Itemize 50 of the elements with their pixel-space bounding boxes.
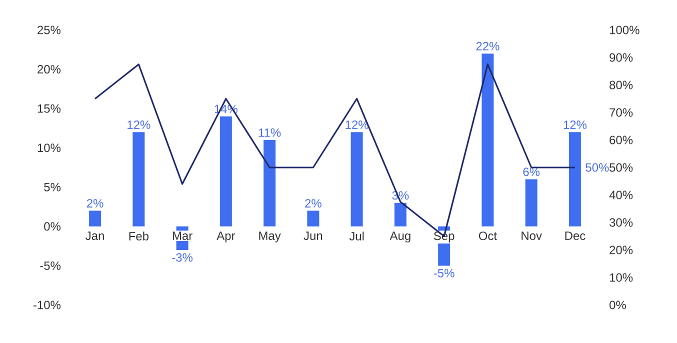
x-tick-label: May [259, 232, 281, 242]
bar [525, 179, 538, 226]
x-tick-label: Jun [304, 232, 322, 240]
y2-tick-label: 40% [609, 190, 633, 200]
data-label: -5% [434, 268, 454, 278]
data-label: -3% [172, 253, 193, 262]
data-label: 11% [258, 128, 281, 137]
data-label: 12% [128, 120, 150, 129]
x-tick-label: Nov [522, 232, 542, 240]
y-tick-label: -10% [33, 300, 61, 310]
data-label: 12% [564, 120, 587, 129]
y-tick-label: 5% [44, 182, 61, 192]
y2-tick-label: 0% [610, 300, 626, 310]
x-tick-label: Jan [86, 232, 104, 240]
bar [220, 116, 232, 226]
y2-tick-label: 30% [609, 218, 633, 227]
data-label: 2% [305, 199, 322, 208]
bar [89, 210, 102, 226]
y-tick-label: 25% [38, 26, 61, 34]
data-label: 50% [586, 163, 609, 172]
x-tick-label: Jul [349, 232, 364, 240]
bar [394, 202, 406, 226]
x-tick-label: Mar [172, 232, 192, 240]
x-tick-label: Dec [565, 232, 586, 240]
data-label: 2% [86, 199, 104, 208]
y-tick-label: 20% [38, 65, 61, 74]
y2-tick-label: 70% [610, 108, 633, 117]
bar [307, 210, 320, 226]
y2-tick-label: 50% [610, 163, 633, 172]
y-tick-label: -5% [40, 261, 61, 270]
data-label: 6% [523, 168, 540, 176]
y-tick-label: 15% [38, 104, 61, 113]
data-label: 22% [476, 42, 500, 50]
y2-tick-label: 100% [610, 26, 640, 34]
x-tick-label: Apr [216, 232, 236, 242]
x-tick-label: Oct [478, 232, 497, 240]
bar [350, 132, 363, 226]
y2-tick-label: 20% [610, 246, 633, 254]
y2-tick-label: 60% [610, 136, 633, 144]
bar [482, 54, 494, 226]
x-tick-label: Feb [129, 232, 148, 240]
y2-tick-label: 80% [610, 80, 633, 90]
x-tick-label: Aug [390, 232, 410, 242]
y-tick-label: 0% [44, 222, 61, 231]
y-tick-label: 10% [38, 144, 61, 152]
bar [264, 140, 276, 226]
bar [132, 132, 145, 226]
y2-tick-label: 90% [610, 53, 633, 62]
bar [568, 132, 581, 226]
y2-tick-label: 10% [610, 273, 633, 282]
